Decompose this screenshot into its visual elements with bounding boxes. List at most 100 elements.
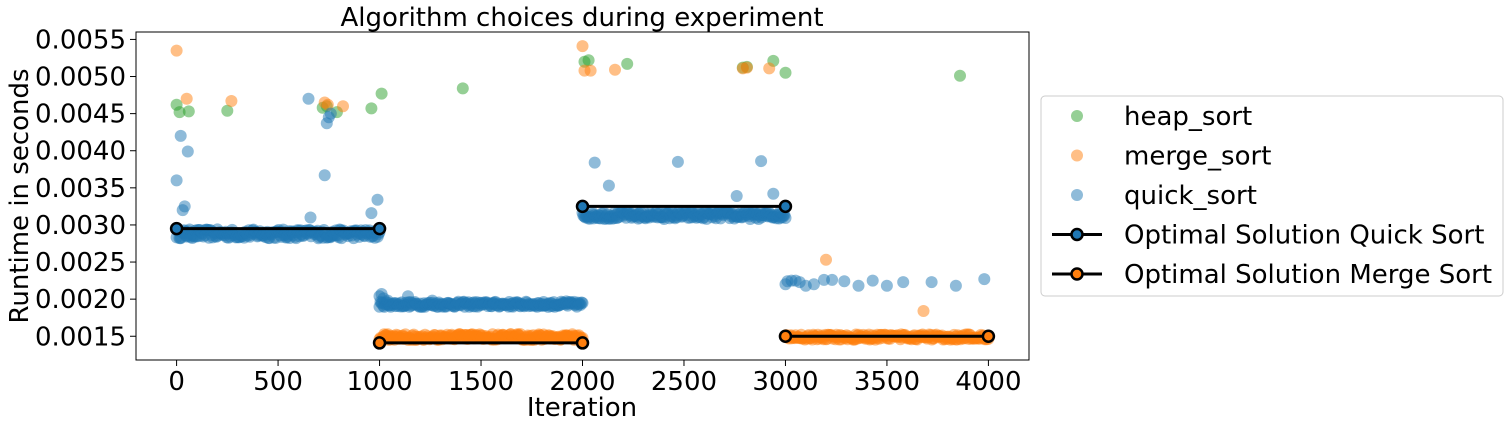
y-tick-label: 0.0025: [35, 248, 126, 278]
quick_sort-point: [402, 290, 414, 303]
legend-label: Optimal Solution Merge Sort: [1124, 260, 1492, 290]
x-tick-label: 1000: [346, 367, 412, 397]
quick_sort-point: [671, 155, 684, 168]
x-tick-label: 2500: [651, 367, 717, 397]
quick_sort-point: [602, 179, 615, 192]
x-tick-label: 500: [253, 367, 303, 397]
x-tick-label: 0: [168, 367, 185, 397]
x-axis: 0 500 1000 1500 2000 2500 3000 3500 4000: [168, 360, 1021, 397]
quick_sort-point: [487, 296, 500, 309]
quick_sort-point: [181, 145, 194, 158]
merge_sort-point: [584, 64, 597, 77]
quick_sort-point: [866, 274, 879, 287]
quick_sort-point: [560, 295, 573, 308]
heap_sort-point: [582, 54, 595, 67]
merge_sort-point: [820, 253, 832, 266]
quick_sort-point: [978, 273, 991, 286]
quick_sort-point: [537, 299, 550, 312]
y-tick-label: 0.0055: [35, 25, 126, 55]
y-tick-label: 0.0015: [35, 322, 126, 352]
quick_sort-point: [178, 200, 191, 213]
quick_sort-point: [925, 276, 938, 289]
y-tick-label: 0.0045: [35, 100, 126, 130]
optimal-line-marker: [169, 221, 184, 236]
legend-line-marker: [1070, 227, 1084, 242]
quick_sort-point: [318, 169, 331, 182]
merge_sort-point: [180, 92, 193, 105]
legend: heap_sort merge_sort quick_sort Optimal Sol…: [1040, 95, 1504, 297]
heap_sort-point: [365, 102, 378, 115]
merge_sort-point: [576, 40, 589, 53]
quick_sort-point: [588, 156, 601, 169]
x-axis-label: Iteration: [527, 393, 637, 423]
chart-title: Algorithm choices during experiment: [340, 3, 823, 33]
y-tick-label: 0.0040: [35, 137, 126, 167]
legend-marker: [1071, 149, 1083, 162]
y-tick-label: 0.0035: [35, 174, 126, 204]
y-axis-label: Runtime in seconds: [5, 68, 35, 323]
legend-marker: [1071, 189, 1083, 201]
heap_sort-point: [954, 69, 966, 82]
optimal-line-marker: [778, 329, 793, 344]
optimal-line-marker: [372, 221, 387, 236]
merge_sort-point: [225, 95, 238, 107]
quick_sort-point: [838, 275, 851, 288]
heap_sort-point: [456, 82, 469, 95]
quick_sort-point: [779, 212, 792, 224]
heap_sort-point: [173, 106, 186, 119]
x-tick-label: 2000: [549, 367, 615, 397]
quick_sort-point: [324, 107, 337, 120]
quick_sort-point: [880, 279, 893, 292]
y-axis: 0.0015 0.0020 0.0025 0.0030 0.0035 0.0040 0.00…: [35, 25, 136, 352]
optimal-line-marker: [575, 336, 590, 350]
x-tick-label: 3000: [752, 367, 818, 397]
quick_sort-point: [576, 297, 589, 309]
merge_sort-point: [337, 100, 349, 113]
merge_sort-point: [170, 44, 183, 57]
merge_sort-point: [763, 62, 776, 75]
merge_sort-point: [740, 61, 753, 74]
merge_sort-point: [609, 63, 621, 76]
heap_sort-point: [375, 87, 388, 100]
quick_sort-point: [304, 211, 317, 224]
quick_sort-point: [897, 276, 910, 289]
x-tick-label: 4000: [955, 367, 1021, 397]
quick_sort-point: [826, 273, 839, 286]
legend-label: Optimal Solution Quick Sort: [1124, 221, 1484, 251]
merge_sort-point: [917, 305, 930, 317]
quick_sort-point: [365, 207, 378, 220]
legend-frame: [1040, 95, 1504, 297]
plot-frame: [135, 31, 1030, 361]
quick_sort-point: [807, 278, 820, 291]
legend-line-marker: [1070, 267, 1084, 281]
legend-marker: [1071, 110, 1083, 122]
quick_sort-point: [302, 92, 315, 105]
x-tick-label: 1500: [448, 367, 514, 397]
quick_sort-point: [174, 129, 187, 142]
optimal-line-marker: [981, 329, 996, 344]
optimal-line-marker: [575, 199, 590, 214]
quick_sort-point: [852, 279, 865, 292]
y-tick-label: 0.0050: [35, 63, 126, 93]
quick_sort-point: [170, 174, 183, 187]
optimal-line-marker: [372, 336, 387, 350]
heap_sort-point: [221, 104, 234, 117]
quick_sort-point: [371, 193, 384, 206]
y-tick-label: 0.0020: [35, 285, 126, 315]
plot-area: [169, 40, 996, 350]
x-tick-label: 3500: [854, 367, 920, 397]
legend-label: quick_sort: [1124, 181, 1257, 211]
optimal-line-marker: [778, 199, 793, 214]
quick_sort-point: [767, 187, 780, 200]
y-tick-label: 0.0030: [35, 211, 126, 241]
quick_sort-point: [755, 155, 768, 168]
quick_sort-point: [426, 294, 439, 307]
legend-label: merge_sort: [1124, 142, 1271, 172]
quick_sort-point: [949, 279, 962, 292]
quick_sort-point: [730, 190, 743, 202]
heap_sort-point: [779, 66, 792, 79]
quick_sort-point: [381, 294, 394, 307]
heap_sort-point: [182, 105, 195, 118]
heap_sort-point: [621, 57, 634, 70]
